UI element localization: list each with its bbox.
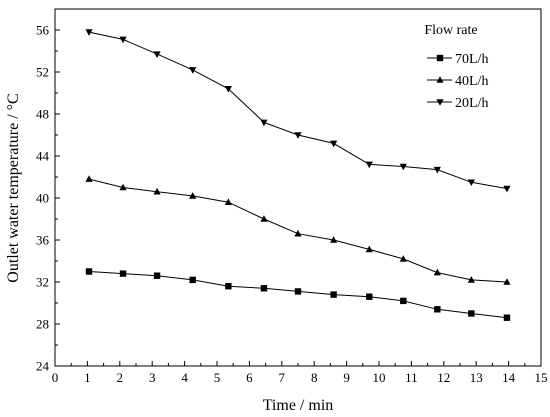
x-tick-label: 15 xyxy=(535,370,548,385)
x-tick-label: 5 xyxy=(214,370,221,385)
legend-marker-70l-h xyxy=(436,54,444,62)
data-point-20l-h xyxy=(224,86,232,93)
data-point-20l-h xyxy=(189,67,197,74)
data-point-40l-h xyxy=(433,268,441,276)
x-tick-label: 14 xyxy=(502,370,516,385)
data-point-20l-h xyxy=(294,132,302,139)
data-point-70l-h xyxy=(189,276,196,284)
series-70l-h xyxy=(85,268,511,321)
data-point-70l-h xyxy=(225,283,232,290)
data-point-20l-h xyxy=(153,51,161,58)
data-point-70l-h xyxy=(468,310,475,317)
data-point-20l-h xyxy=(85,29,93,36)
y-tick-label: 28 xyxy=(36,317,49,332)
data-point-40l-h xyxy=(365,245,373,253)
data-point-40l-h xyxy=(189,192,197,199)
legend-title: Flow rate xyxy=(424,23,477,38)
y-tick-label: 48 xyxy=(36,107,49,122)
y-tick-label: 56 xyxy=(36,23,50,38)
data-point-40l-h xyxy=(153,187,161,195)
x-tick-label: 6 xyxy=(246,370,253,385)
y-tick-label: 32 xyxy=(36,275,49,290)
x-tick-label: 2 xyxy=(117,370,124,385)
legend-item-40l-h: 40L/h xyxy=(427,74,488,89)
x-tick-label: 11 xyxy=(405,370,418,385)
legend-marker-20l-h xyxy=(436,99,444,106)
data-point-70l-h xyxy=(260,285,268,292)
data-point-70l-h xyxy=(434,306,441,313)
series-line-20l-h xyxy=(88,31,508,190)
x-tick-label: 7 xyxy=(279,370,286,385)
x-axis-title: Time / min xyxy=(263,397,334,414)
data-point-20l-h xyxy=(467,179,475,187)
data-point-40l-h xyxy=(399,255,407,262)
series-40l-h xyxy=(85,175,511,285)
y-tick-label: 24 xyxy=(36,359,50,374)
x-tick-label: 12 xyxy=(437,370,450,385)
x-tick-label: 8 xyxy=(311,370,318,385)
data-point-70l-h xyxy=(330,291,337,298)
y-tick-label: 52 xyxy=(36,65,49,80)
x-tick-label: 13 xyxy=(470,370,483,385)
data-point-20l-h xyxy=(503,185,511,193)
data-point-70l-h xyxy=(153,272,161,279)
data-point-40l-h xyxy=(467,276,475,283)
legend-item-70l-h: 70L/h xyxy=(427,52,488,67)
legend-label-40l-h: 40L/h xyxy=(455,74,488,89)
x-tick-label: 0 xyxy=(52,370,59,385)
y-tick-label: 40 xyxy=(36,191,49,206)
data-point-40l-h xyxy=(503,278,511,285)
data-point-20l-h xyxy=(119,36,127,44)
data-point-70l-h xyxy=(294,288,302,295)
data-point-40l-h xyxy=(260,215,268,222)
data-point-20l-h xyxy=(399,163,407,171)
data-point-70l-h xyxy=(400,297,407,305)
data-point-70l-h xyxy=(366,293,373,300)
x-tick-label: 4 xyxy=(181,370,188,385)
legend-item-20l-h: 20L/h xyxy=(427,96,488,111)
data-point-70l-h xyxy=(503,314,511,321)
series-20l-h xyxy=(85,29,511,193)
y-tick-label: 44 xyxy=(36,149,50,164)
x-tick-label: 1 xyxy=(84,370,91,385)
data-point-20l-h xyxy=(260,119,268,127)
x-tick-label: 10 xyxy=(373,370,386,385)
legend-label-20l-h: 20L/h xyxy=(455,96,488,111)
data-point-40l-h xyxy=(224,198,232,205)
data-point-70l-h xyxy=(85,268,93,275)
legend-marker-40l-h xyxy=(436,76,444,83)
legend: Flow rate 70L/h 40L/h 20L/h xyxy=(424,23,488,111)
series-layer xyxy=(85,29,511,321)
x-tick-label: 3 xyxy=(149,370,156,385)
data-point-20l-h xyxy=(433,166,441,174)
data-point-20l-h xyxy=(330,140,338,148)
data-point-20l-h xyxy=(365,161,373,169)
y-tick-label: 36 xyxy=(36,233,50,248)
data-point-40l-h xyxy=(294,229,302,237)
data-point-70l-h xyxy=(119,270,127,277)
data-point-40l-h xyxy=(119,183,127,191)
x-tick-label: 9 xyxy=(343,370,350,385)
data-point-40l-h xyxy=(85,175,93,182)
legend-label-70l-h: 70L/h xyxy=(455,52,488,67)
data-point-40l-h xyxy=(330,236,338,243)
y-axis-title: Outlet water temperature / °C xyxy=(5,93,22,282)
